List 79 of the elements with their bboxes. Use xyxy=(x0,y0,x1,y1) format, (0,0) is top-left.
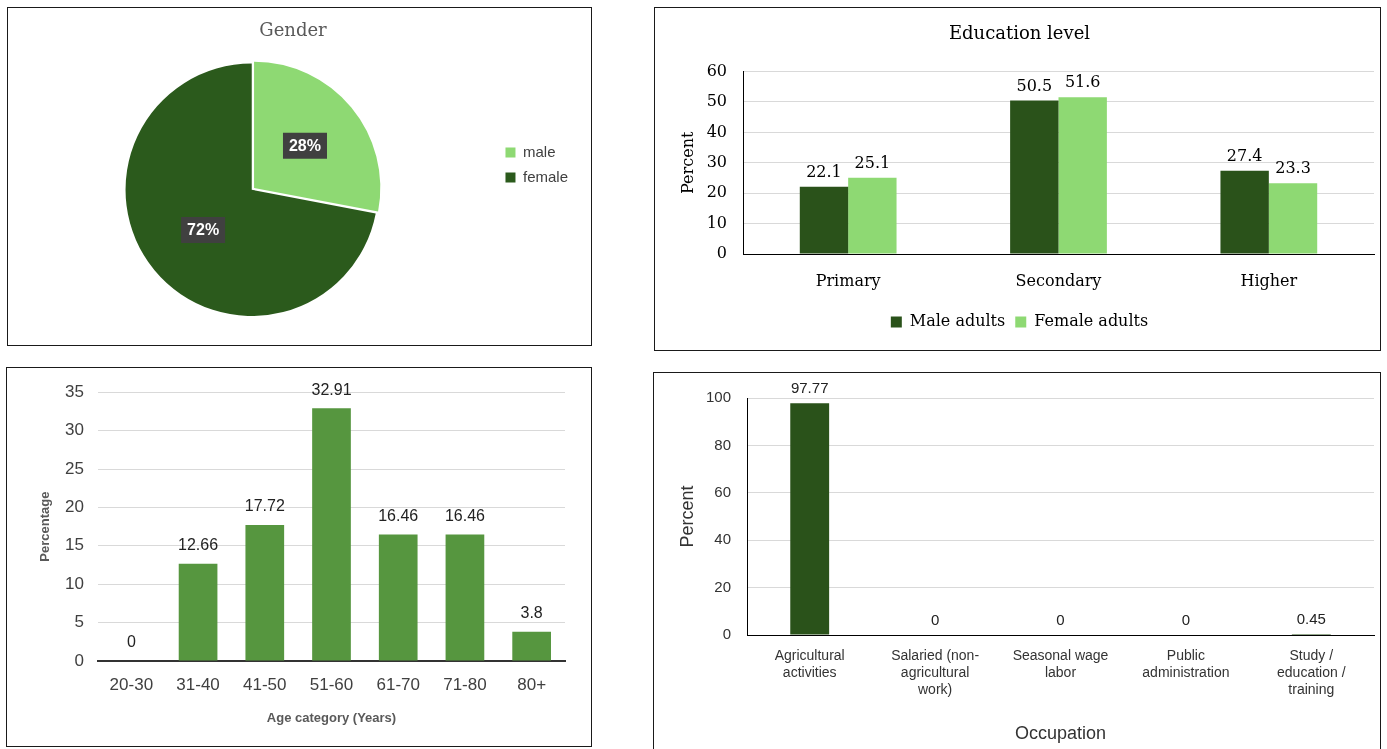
x-tick-label: Higher xyxy=(1240,270,1298,290)
y-tick-label: 5 xyxy=(74,612,84,632)
y-tick-label: 25 xyxy=(65,458,84,478)
data-label: 3.8 xyxy=(520,604,543,622)
bar xyxy=(1010,100,1059,254)
x-tick-label: Study / education / training xyxy=(1277,647,1346,697)
data-label: 51.6 xyxy=(1064,72,1101,92)
x-tick-label: 31-40 xyxy=(176,674,220,694)
data-label: 0 xyxy=(126,633,136,651)
y-tick-label: 80 xyxy=(714,435,731,453)
y-tick-label: 100 xyxy=(705,388,731,406)
bar xyxy=(1220,170,1269,254)
y-tick-label: 60 xyxy=(706,60,727,80)
data-label: 22.1 xyxy=(806,161,842,181)
legend-label: Female adults xyxy=(1034,311,1149,331)
legend-label: Male adults xyxy=(909,311,1006,331)
x-tick-label: 61-70 xyxy=(376,674,420,694)
x-tick-label: Agricultural activities xyxy=(774,647,845,681)
data-label: 32.91 xyxy=(311,380,352,398)
x-tick-label: 71-80 xyxy=(443,674,487,694)
y-tick-label: 0 xyxy=(716,243,727,263)
y-tick-label: 35 xyxy=(65,381,84,401)
y-tick-label: 60 xyxy=(714,482,731,500)
y-tick-label: 0 xyxy=(722,625,731,643)
data-label: 17.72 xyxy=(244,497,285,515)
y-tick-label: 10 xyxy=(706,212,727,232)
x-tick-label: 51-60 xyxy=(309,674,354,694)
data-label: 0 xyxy=(1056,611,1065,629)
y-tick-label: 30 xyxy=(706,151,727,171)
y-tick-label: 40 xyxy=(706,121,727,141)
chart-title: Gender xyxy=(259,19,328,41)
data-label: 0 xyxy=(930,611,940,629)
x-tick-label: Seasonal wage labor xyxy=(1012,647,1109,681)
x-axis-title: Occupation xyxy=(1014,723,1107,744)
y-tick-label: 20 xyxy=(714,577,731,595)
x-tick-label: Salaried (non-agricultural work) xyxy=(891,647,980,697)
data-label: 27.4 xyxy=(1226,145,1263,165)
data-label: 12.66 xyxy=(178,536,219,554)
bar xyxy=(1058,97,1107,254)
x-tick-label: 80+ xyxy=(517,674,547,694)
x-axis-title: Age category (Years) xyxy=(266,709,397,725)
data-label: 16.46 xyxy=(378,506,419,524)
y-axis-title: Percentage xyxy=(37,491,53,562)
x-tick-label: 20-30 xyxy=(109,674,154,694)
data-label: 23.3 xyxy=(1275,158,1311,178)
x-tick-label: Primary xyxy=(815,270,881,290)
x-tick-label: Public administration xyxy=(1142,647,1230,681)
chart-title: Education level xyxy=(948,22,1091,44)
bar xyxy=(245,524,285,661)
y-tick-label: 0 xyxy=(74,650,84,670)
bar xyxy=(512,631,551,661)
bar xyxy=(178,563,218,661)
data-label: 0.45 xyxy=(1296,610,1326,628)
bar xyxy=(799,186,849,254)
data-label: 97.77 xyxy=(790,379,829,397)
bar xyxy=(378,534,418,661)
legend-label: male xyxy=(522,142,556,160)
data-label: 72% xyxy=(187,221,220,239)
x-tick-label: Secondary xyxy=(1015,270,1102,290)
x-tick-label: 41-50 xyxy=(243,674,287,694)
data-label: 0 xyxy=(1181,611,1191,629)
data-label: 28% xyxy=(288,137,321,155)
y-tick-label: 15 xyxy=(65,535,84,555)
y-tick-label: 40 xyxy=(714,530,731,548)
legend-label: female xyxy=(522,167,569,185)
y-tick-label: 10 xyxy=(65,573,84,593)
y-tick-label: 30 xyxy=(65,420,84,440)
data-label: 16.46 xyxy=(444,506,486,524)
bar xyxy=(848,177,897,254)
y-axis-title: Percent xyxy=(676,485,697,548)
data-label: 50.5 xyxy=(1016,75,1053,95)
bar xyxy=(312,408,351,661)
y-tick-label: 20 xyxy=(65,497,84,517)
bar xyxy=(445,534,485,661)
bar xyxy=(1268,183,1318,254)
data-label: 25.1 xyxy=(854,152,891,172)
y-tick-label: 50 xyxy=(706,91,727,111)
y-axis-title: Percent xyxy=(677,131,697,194)
y-tick-label: 20 xyxy=(706,182,727,202)
